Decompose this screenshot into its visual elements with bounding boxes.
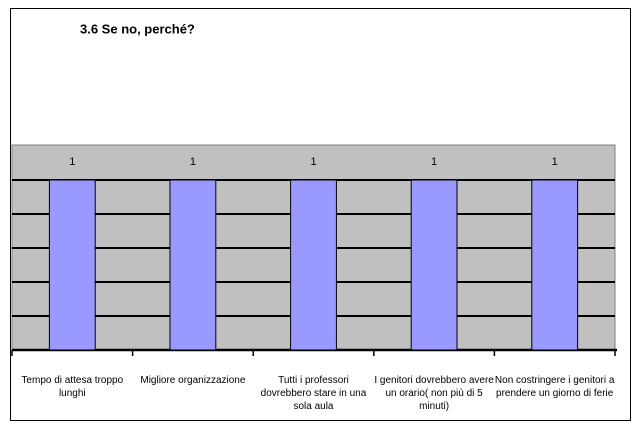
label-band bbox=[11, 144, 616, 181]
data-label: 1 bbox=[310, 156, 316, 168]
bar bbox=[531, 179, 579, 351]
x-tick-label: Non costringere i genitori a prendere un… bbox=[494, 375, 615, 399]
bar bbox=[290, 179, 337, 351]
data-label: 1 bbox=[190, 156, 196, 168]
x-tick-label: Tutti i professori dovrebbero stare in u… bbox=[260, 375, 367, 412]
x-tick-label: I genitori dovrebbero avere un orario( n… bbox=[374, 375, 494, 412]
x-tick-label: Tempo di attesa troppo lunghi bbox=[21, 375, 124, 399]
data-label: 1 bbox=[431, 156, 437, 168]
bar bbox=[410, 179, 458, 351]
data-label: 1 bbox=[552, 156, 558, 168]
chart-title: 3.6 Se no, perché? bbox=[80, 21, 195, 36]
data-label: 1 bbox=[69, 156, 75, 168]
x-tick-label: Migliore organizzazione bbox=[140, 375, 246, 386]
bar bbox=[169, 179, 217, 351]
bar bbox=[48, 179, 96, 351]
